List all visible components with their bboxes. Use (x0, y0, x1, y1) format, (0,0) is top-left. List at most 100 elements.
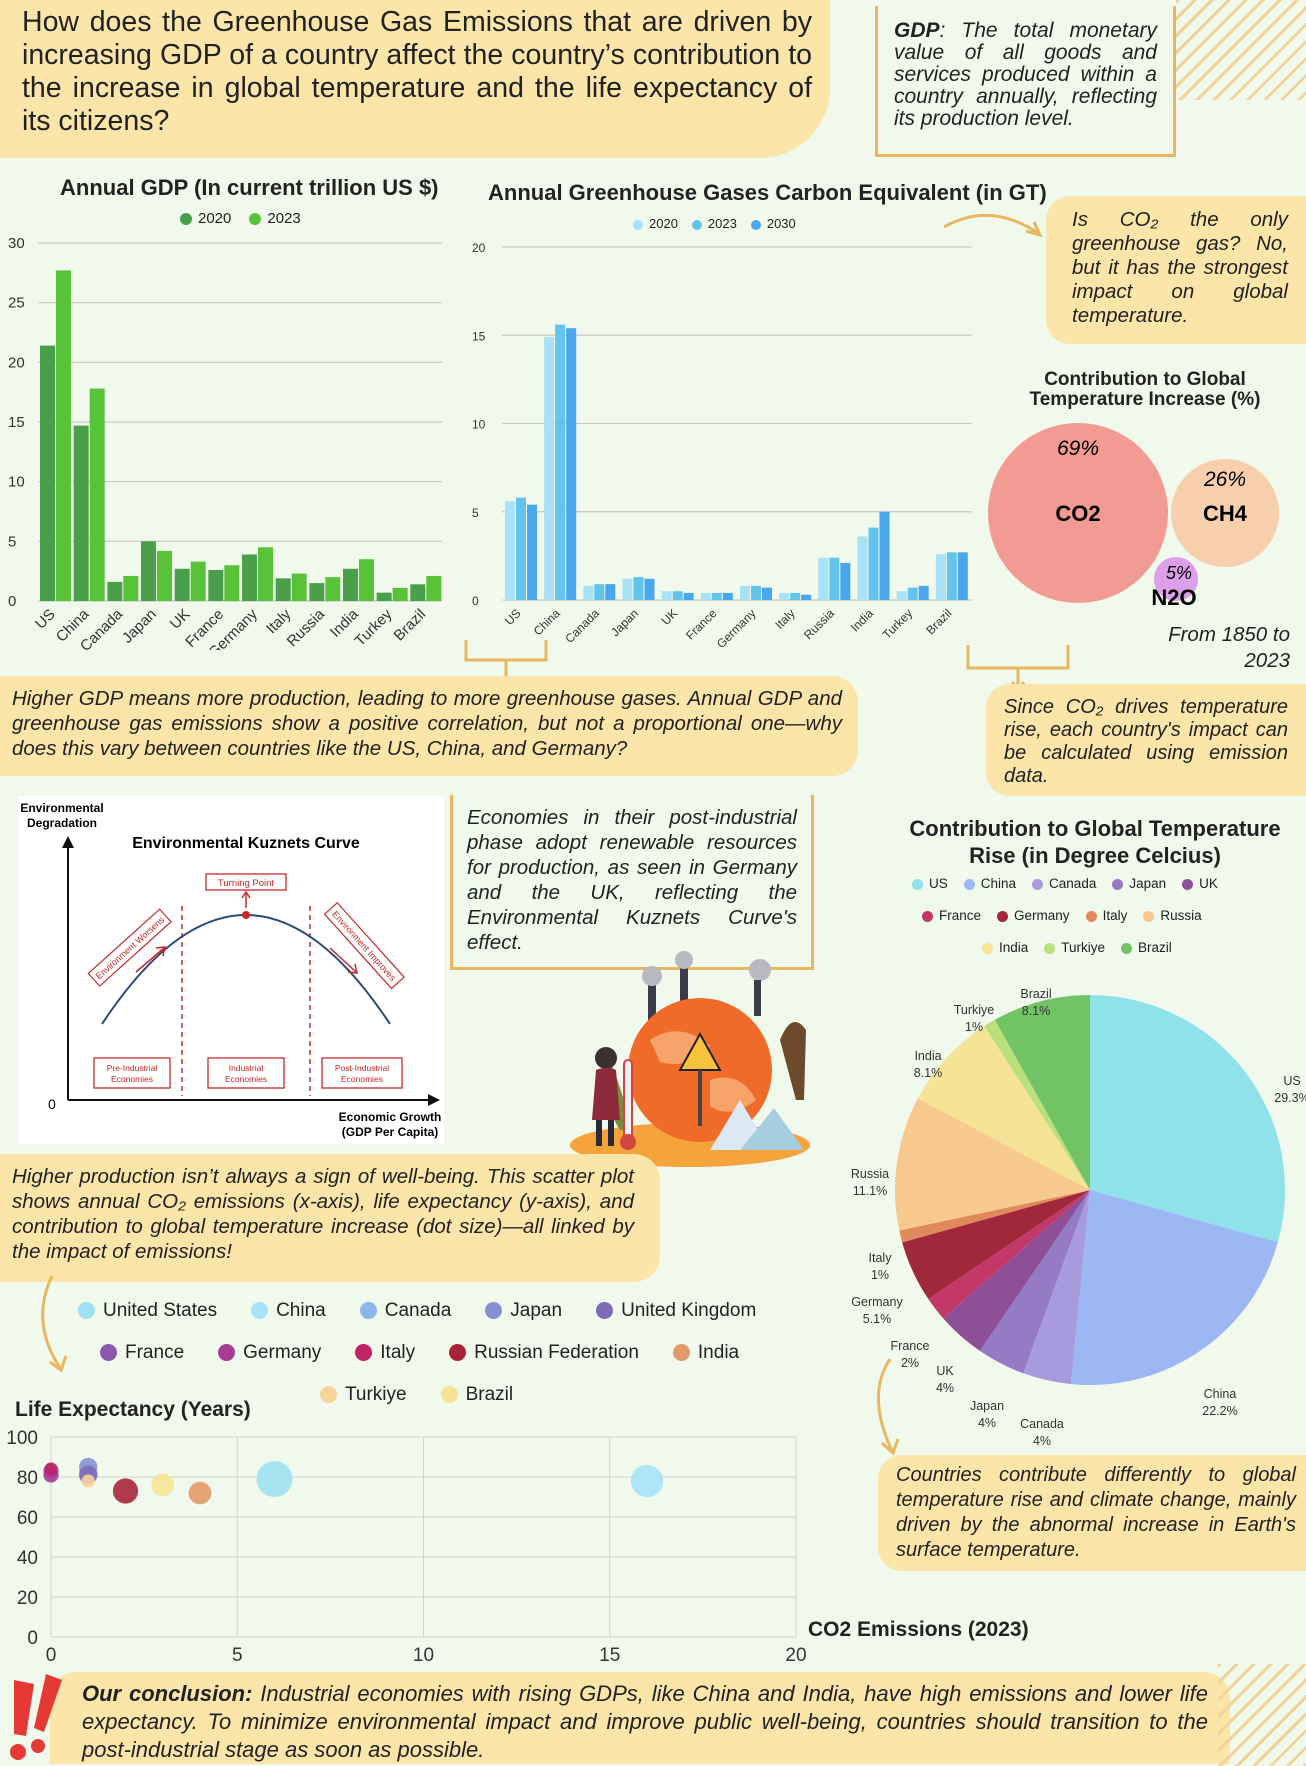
scatter-point-turkiye (81, 1474, 95, 1488)
pie-slice-japan (979, 1190, 1090, 1374)
pie-label-value-india: 8.1% (914, 1066, 943, 1080)
pie-label-name-germany: Germany (851, 1295, 903, 1309)
main-question: How does the Greenhouse Gas Emissions th… (22, 6, 812, 137)
bar-india-2030 (879, 511, 890, 600)
gdp-legend: 2020 2023 (180, 210, 301, 227)
legend-ghg-2023: 2023 (691, 216, 737, 231)
bar-russia-2023 (325, 577, 341, 601)
pie-legend-row: India Turkiye Brazil (982, 940, 1302, 955)
pie-label-value-italy: 1% (871, 1268, 889, 1282)
bar-canada-2030 (605, 584, 616, 600)
pie-legend-row: US China Canada Japan UK (912, 876, 1302, 891)
x-tick-label: 5 (232, 1645, 243, 1665)
y-tick-label: 0 (8, 593, 16, 610)
bubble-label-co2-value: 69% (1057, 437, 1099, 460)
pie-legend-brazil: Brazil (1121, 940, 1172, 955)
scatter-legend-brazil: Brazil (440, 1384, 513, 1406)
bar-turkey-2023 (907, 587, 918, 600)
bar-canada-2020 (583, 585, 594, 600)
kuznets-industrial-1: Industrial (229, 1063, 264, 1073)
pie-slice-turkiye (984, 1019, 1090, 1190)
x-tick-label: 15 (599, 1645, 620, 1665)
gdp-term: GDP (894, 19, 940, 42)
bubble-n2o (1154, 557, 1198, 601)
bar-germany-2023 (258, 547, 273, 601)
bar-us-2030 (527, 504, 537, 600)
co2-question-text: Is CO₂ the only greenhouse gas? No, but … (1072, 208, 1288, 327)
pie-legend-canada: Canada (1032, 876, 1096, 891)
bar-india-2023 (868, 527, 879, 600)
pie-legend-us: US (912, 876, 948, 891)
bar-china-2023 (555, 324, 566, 600)
bar-italy-2020 (275, 578, 291, 601)
pie-label-value-germany: 5.1% (863, 1312, 892, 1326)
bar-italy-2023 (291, 573, 307, 601)
pie-legend-germany: Germany (997, 908, 1070, 923)
bar-brazil-2023 (946, 552, 957, 600)
bar-turkey-2023 (392, 587, 408, 601)
pie-label-name-china: China (1204, 1387, 1237, 1401)
gases-bubble-chart: 69% CO2 26% CH4 5%N2O (988, 423, 1279, 610)
y-tick-label: 60 (17, 1508, 38, 1529)
bar-japan-2023 (157, 550, 172, 601)
bar-us-2023 (56, 270, 71, 601)
bar-italy-2020 (779, 592, 790, 600)
pie-legend-row: France Germany Italy Russia (922, 908, 1302, 923)
pie-legend-japan: Japan (1112, 876, 1166, 891)
bubble-label-ch4-value: 26% (1203, 468, 1246, 491)
bar-us-2020 (40, 345, 55, 601)
bar-italy-2030 (801, 594, 812, 600)
kuznets-curve-figure: Environmental Degradation Environmental … (18, 796, 444, 1144)
kuznets-ylabel-2: Degradation (27, 816, 97, 830)
scatter-ylabel: Life Expectancy (Years) (15, 1398, 251, 1421)
pie-label-name-us: US (1283, 1074, 1300, 1088)
exclamation-icon (10, 1674, 62, 1760)
conclusion-box (50, 1672, 1230, 1764)
pie-legend-india: India (982, 940, 1028, 955)
scatter-point-italy (44, 1462, 58, 1476)
bar-canada-2023 (594, 584, 605, 600)
scatter-legend: United States China Canada Japan United King… (78, 1300, 838, 1426)
pie-slice-italy (899, 1190, 1090, 1243)
bubble-label-n2o-name: N2O (1151, 585, 1196, 610)
y-tick-label: 20 (17, 1588, 38, 1609)
x-tick-label: 20 (785, 1645, 806, 1665)
pie-slice-india (917, 1026, 1090, 1190)
y-tick-label: 0 (472, 594, 479, 608)
kuznets-svg: Environmental Degradation Environmental … (20, 801, 441, 1139)
bar-china-2020 (73, 425, 89, 601)
gdp-emissions-text: Higher GDP means more production, leadin… (12, 687, 842, 760)
kuznets-pre-1: Pre-Industrial (107, 1063, 158, 1073)
conclusion-label: Our conclusion: (82, 1681, 253, 1706)
scatter-point-russian-federation (112, 1478, 139, 1504)
bar-uk-2030 (683, 592, 694, 600)
kuznets-title: Environmental Kuznets Curve (132, 835, 360, 852)
kuznets-improves: Environment Improves (330, 909, 398, 983)
y-tick-label: 80 (17, 1468, 38, 1489)
bubble-ch4 (1171, 459, 1279, 567)
scatter-legend-italy: Italy (355, 1342, 415, 1364)
scatter-legend-canada: Canada (359, 1300, 451, 1322)
scatter-legend-united-states: United States (78, 1300, 217, 1322)
bar-japan-2020 (622, 578, 633, 600)
legend-gdp-2020: 2020 (180, 210, 231, 227)
arrow-to-note (943, 213, 1043, 238)
bar-brazil-2020 (935, 554, 946, 600)
pie-slice-france (928, 1190, 1090, 1319)
pie-label-name-france: France (891, 1339, 930, 1353)
y-tick-label: 20 (472, 241, 486, 255)
y-tick-label: 10 (472, 418, 486, 432)
scatter-legend-row: Turkiye Brazil (320, 1384, 838, 1406)
bar-china-2030 (566, 328, 577, 600)
pie-label-value-brazil: 8.1% (1022, 1004, 1051, 1018)
pie-label-name-russia: Russia (851, 1167, 889, 1181)
ekc-note-text: Economies in their post-industrial phase… (467, 806, 797, 954)
kuznets-pre-2: Economies (111, 1074, 153, 1084)
bar-india-2020 (343, 568, 358, 601)
gdp-definition-text: : The total monetary value of all goods … (894, 19, 1157, 130)
scatter-intro-text: Higher production isn’t always a sign of… (12, 1165, 634, 1263)
gases-title: Contribution to Global Temperature Increa… (1029, 369, 1261, 410)
bar-germany-2020 (242, 554, 257, 601)
